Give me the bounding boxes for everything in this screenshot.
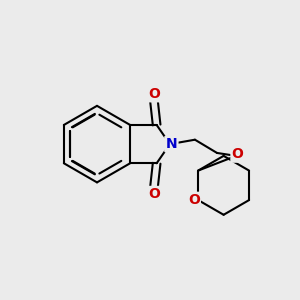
Text: O: O [148, 87, 160, 101]
Text: O: O [232, 147, 244, 161]
Text: O: O [188, 193, 200, 207]
Text: N: N [166, 137, 177, 151]
Text: O: O [148, 187, 160, 201]
